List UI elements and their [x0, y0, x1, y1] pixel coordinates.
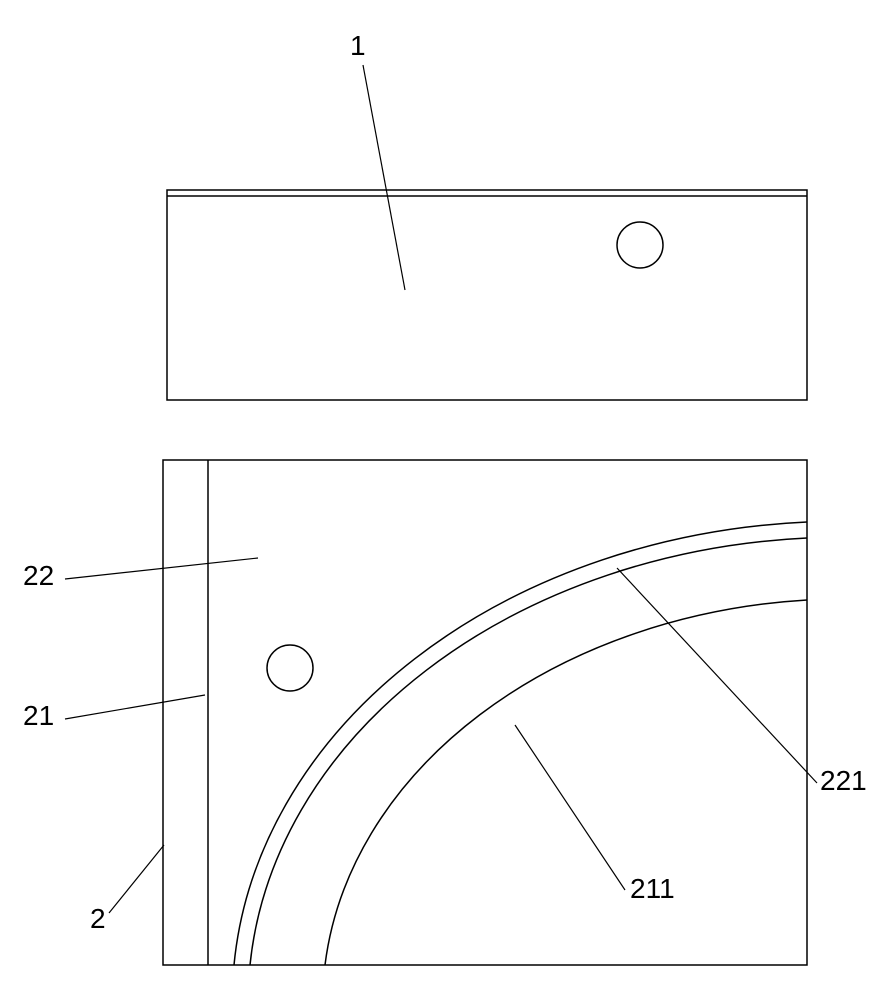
- lower-part: [163, 460, 807, 965]
- leader-221: [617, 568, 817, 783]
- upper-outer-rect: [167, 190, 807, 400]
- lower-outer-rect: [163, 460, 807, 965]
- leader-2: [109, 845, 164, 913]
- leader-22: [65, 558, 258, 579]
- label-22: 22: [23, 560, 54, 592]
- leader-211: [515, 725, 625, 890]
- leader-1: [363, 65, 405, 290]
- label-221: 221: [820, 765, 867, 797]
- leader-lines: [65, 65, 817, 913]
- upper-circle: [617, 222, 663, 268]
- arc-inner-211: [325, 600, 807, 965]
- arc-middle: [250, 538, 807, 965]
- label-211: 211: [630, 873, 675, 905]
- upper-part: [167, 190, 807, 400]
- label-2: 2: [90, 903, 106, 935]
- label-1: 1: [350, 30, 366, 62]
- leader-21: [65, 695, 205, 719]
- arc-outer-221: [234, 522, 807, 965]
- label-21: 21: [23, 700, 54, 732]
- lower-circle: [267, 645, 313, 691]
- technical-diagram: [0, 0, 893, 1000]
